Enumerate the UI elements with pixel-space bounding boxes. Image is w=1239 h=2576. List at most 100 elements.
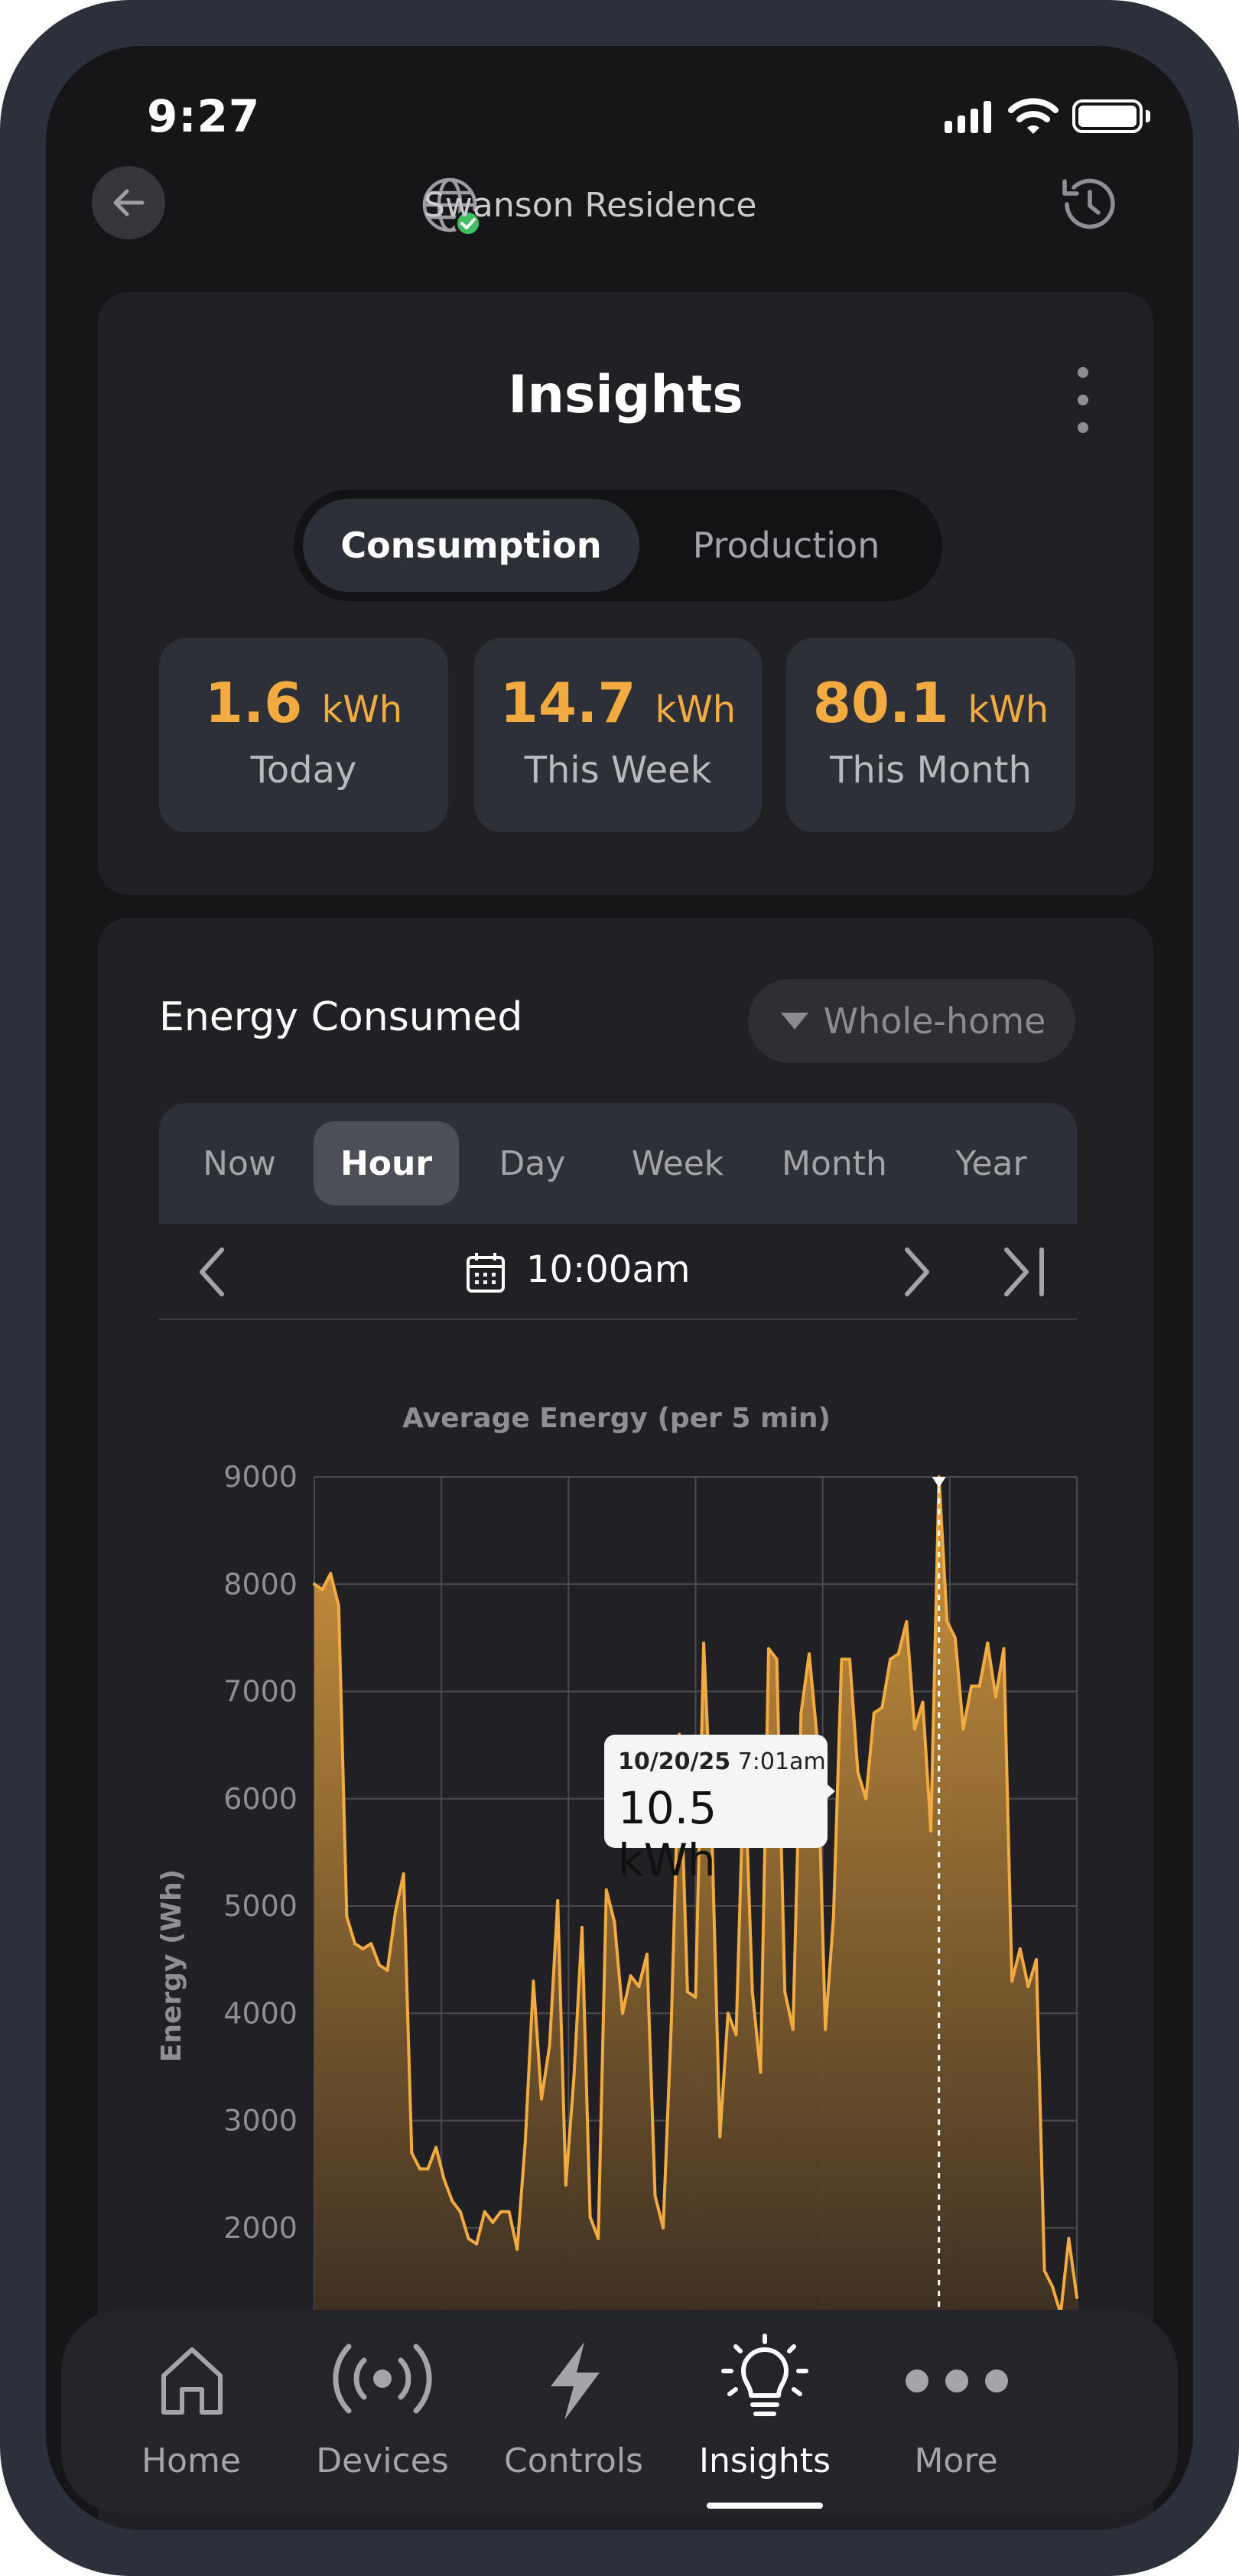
energy-chart[interactable]: Average Energy (per 5 min) Energy (Wh) 1… xyxy=(46,1293,1193,2317)
data-point xyxy=(385,1969,389,1973)
data-point xyxy=(564,2183,567,2187)
stat-unit: kWh xyxy=(655,688,737,731)
tab-week[interactable]: Week xyxy=(601,1121,754,1205)
nav-more[interactable]: More xyxy=(872,2310,1040,2513)
tooltip-time: 7:01am xyxy=(737,1748,826,1775)
data-point xyxy=(532,1979,535,1983)
data-point xyxy=(799,1711,803,1715)
data-point xyxy=(645,1953,649,1956)
data-point xyxy=(824,2028,828,2031)
tab-now[interactable]: Now xyxy=(159,1121,320,1205)
home-icon xyxy=(161,2347,223,2415)
tab-label: Month xyxy=(782,1143,887,1183)
home-name: Swanson Residence xyxy=(424,186,757,225)
y-tick-label: 8000 xyxy=(223,1567,298,1601)
nav-controls[interactable]: Controls xyxy=(489,2310,658,2513)
stat-label: This Month xyxy=(830,749,1032,792)
segment-label: Consumption xyxy=(340,525,602,566)
history-icon[interactable] xyxy=(1054,171,1121,238)
data-point xyxy=(580,1926,584,1930)
back-button[interactable] xyxy=(92,166,165,239)
signal-icon xyxy=(945,101,993,133)
nav-home[interactable]: Home xyxy=(107,2310,275,2513)
data-point xyxy=(750,1990,754,1994)
tab-month[interactable]: Month xyxy=(754,1121,915,1205)
data-point xyxy=(353,1942,356,1946)
data-point xyxy=(864,1797,868,1800)
selection-marker xyxy=(932,1477,946,1488)
status-time: 9:27 xyxy=(147,90,261,142)
tab-day[interactable]: Day xyxy=(463,1121,601,1205)
consumption-production-toggle: Consumption Production xyxy=(294,490,942,601)
data-point xyxy=(848,1657,851,1661)
stat-today: 1.6 kWh Today xyxy=(159,638,448,832)
data-point xyxy=(483,2210,486,2213)
data-point xyxy=(491,2220,495,2224)
data-point xyxy=(912,1727,916,1731)
data-point xyxy=(418,2167,421,2171)
y-tick-label: 7000 xyxy=(223,1675,298,1709)
stat-this-month: 80.1 kWh This Month xyxy=(786,638,1075,832)
data-point xyxy=(702,1641,706,1645)
segment-production[interactable]: Production xyxy=(639,499,933,592)
data-point xyxy=(856,1770,860,1774)
stat-value: 14.7 xyxy=(499,671,636,735)
data-point xyxy=(499,2210,502,2213)
data-point xyxy=(629,1974,633,1978)
data-point xyxy=(507,2210,511,2213)
tab-year[interactable]: Year xyxy=(915,1121,1068,1205)
data-point xyxy=(872,1711,876,1715)
nav-insights[interactable]: Insights xyxy=(681,2310,849,2513)
time-range-tabs: Now Hour Day Week Month Year xyxy=(159,1103,1077,1224)
data-point xyxy=(759,2070,763,2074)
y-tick-label: 9000 xyxy=(223,1460,298,1494)
chevron-right-icon[interactable] xyxy=(893,1245,939,1299)
chevron-left-icon[interactable] xyxy=(190,1245,236,1299)
whole-home-dropdown[interactable]: Whole-home xyxy=(748,979,1075,1063)
data-point xyxy=(613,1921,616,1924)
data-point xyxy=(970,1684,974,1688)
data-point xyxy=(369,1942,373,1946)
tab-label: Day xyxy=(499,1143,566,1183)
data-point xyxy=(662,2226,665,2230)
data-point xyxy=(572,2076,576,2080)
screen: 9:27 Swanson Residence xyxy=(46,46,1193,2530)
y-tick-label: 3000 xyxy=(223,2104,298,2138)
nav-devices[interactable]: Devices xyxy=(298,2310,467,2513)
nav-label: More xyxy=(914,2441,998,2480)
data-point xyxy=(1075,2295,1078,2299)
y-tick-label: 5000 xyxy=(223,1889,298,1923)
data-point xyxy=(929,1829,933,1833)
battery-icon xyxy=(1072,99,1150,133)
data-point xyxy=(977,1684,981,1688)
data-point xyxy=(377,1963,381,1967)
tab-label: Week xyxy=(631,1143,724,1183)
arrow-left-icon xyxy=(113,189,145,216)
lightning-icon xyxy=(551,2342,600,2420)
data-point xyxy=(313,1582,316,1586)
data-point xyxy=(434,2145,438,2149)
data-point xyxy=(410,2151,414,2155)
data-point xyxy=(426,2167,430,2171)
energy-title: Energy Consumed xyxy=(159,994,523,1040)
skip-to-end-icon[interactable] xyxy=(999,1245,1052,1299)
data-point xyxy=(523,2140,527,2144)
data-point xyxy=(1067,2236,1071,2240)
more-options-icon[interactable] xyxy=(1068,363,1098,439)
data-point xyxy=(1042,2269,1046,2272)
data-point xyxy=(840,1657,844,1661)
data-point xyxy=(1051,2285,1055,2288)
bottom-nav: Home Devices Controls xyxy=(61,2310,1178,2513)
tab-hour[interactable]: Hour xyxy=(314,1121,459,1205)
data-point xyxy=(548,2044,551,2047)
segment-consumption[interactable]: Consumption xyxy=(303,499,639,592)
page-title: Insights xyxy=(508,365,743,425)
data-point xyxy=(450,2199,454,2203)
chart-title: Average Energy (per 5 min) xyxy=(402,1403,831,1434)
dropdown-label: Whole-home xyxy=(823,1000,1046,1042)
data-point xyxy=(402,1872,405,1875)
data-point xyxy=(734,2033,738,2037)
data-point xyxy=(945,1620,949,1624)
tab-label: Hour xyxy=(340,1143,433,1183)
data-point xyxy=(669,2022,673,2026)
